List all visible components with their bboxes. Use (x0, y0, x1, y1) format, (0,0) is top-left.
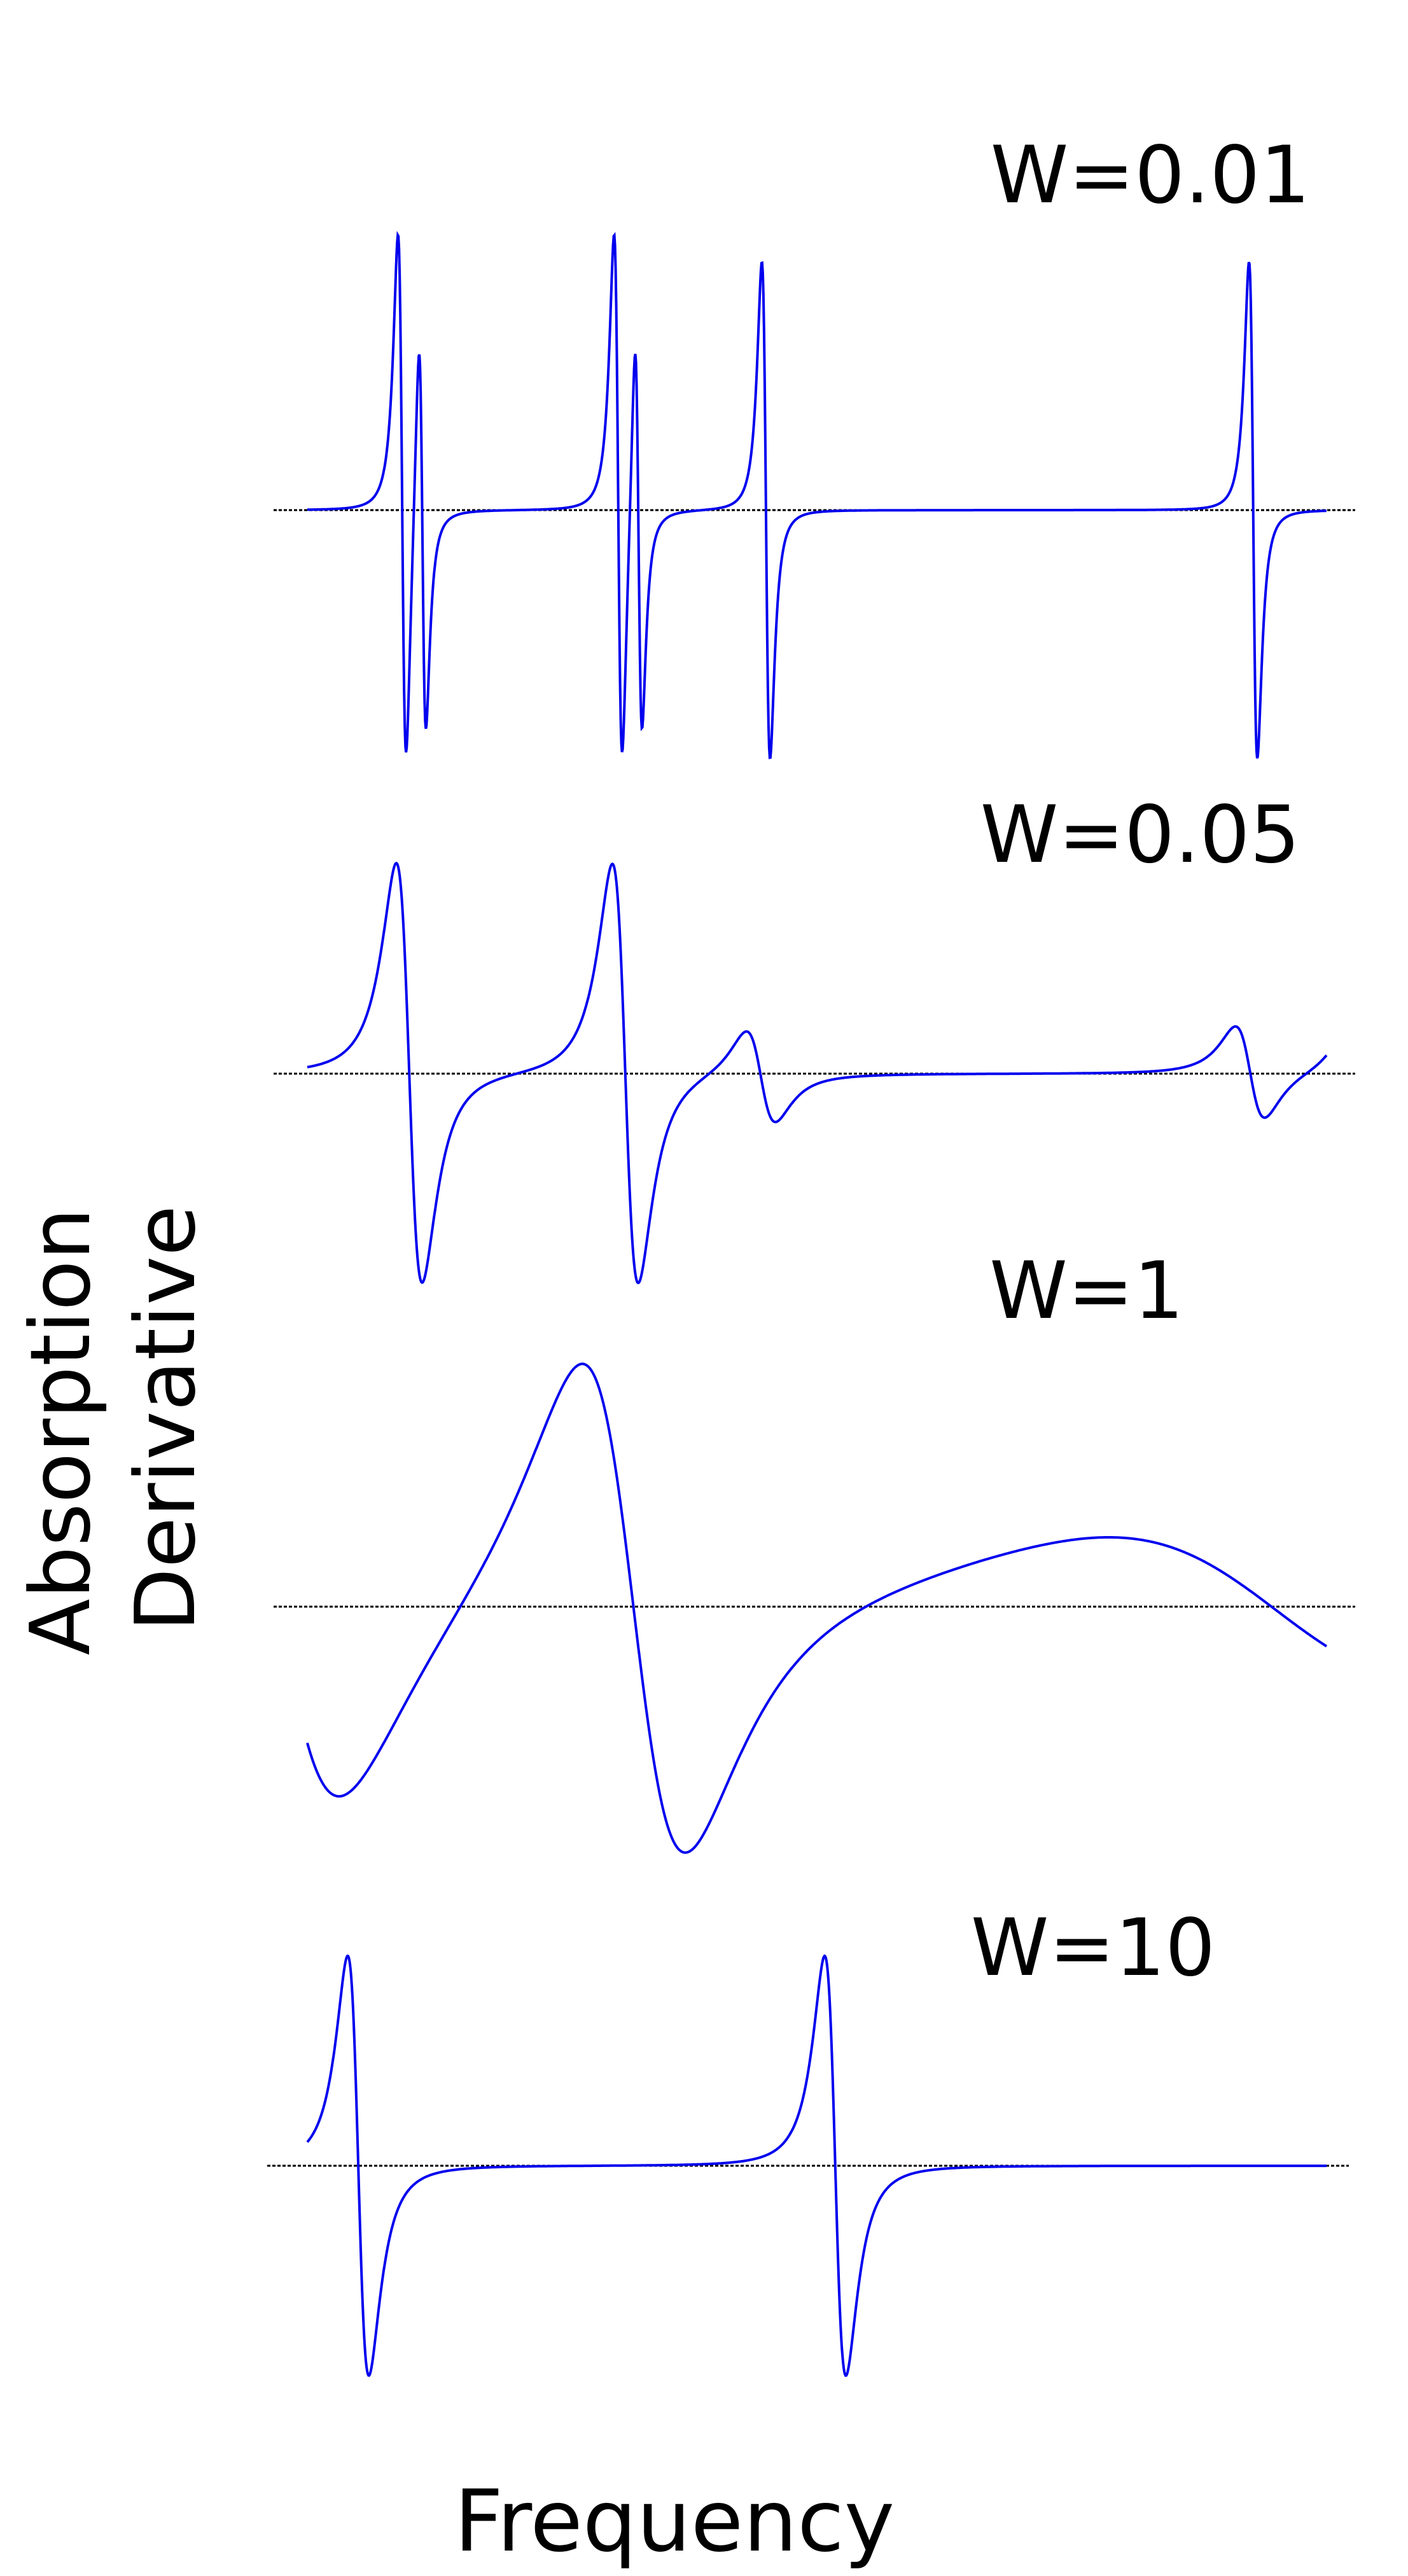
spectrum-trace (306, 1954, 1327, 2378)
panel-w1: W=1 (274, 1245, 1355, 1854)
panel-label: W=10 (971, 1902, 1215, 1994)
panel-label: W=0.01 (991, 130, 1311, 221)
spectrum-trace (307, 230, 1327, 759)
panel-w001: W=0.01 (274, 130, 1355, 759)
y-axis-label-line-1: Absorption (12, 1208, 109, 1656)
panel-label: W=1 (989, 1245, 1183, 1337)
y-axis-label: Absorption Derivative (12, 1181, 214, 1655)
panel-w005: W=0.05 (274, 789, 1355, 1284)
y-axis-label-line-2: Derivative (117, 1205, 214, 1631)
spectrum-trace (307, 861, 1328, 1284)
panel-w10: W=10 (267, 1902, 1349, 2378)
spectrum-trace (306, 1362, 1328, 1854)
panel-label: W=0.05 (980, 789, 1300, 881)
x-axis-label: Frequency (454, 2472, 895, 2571)
